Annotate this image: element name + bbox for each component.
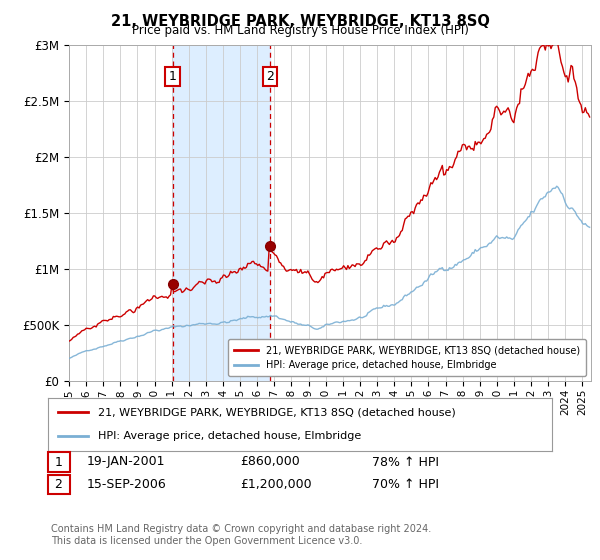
Text: 21, WEYBRIDGE PARK, WEYBRIDGE, KT13 8SQ: 21, WEYBRIDGE PARK, WEYBRIDGE, KT13 8SQ: [110, 14, 490, 29]
Text: Contains HM Land Registry data © Crown copyright and database right 2024.
This d: Contains HM Land Registry data © Crown c…: [51, 524, 431, 546]
Text: HPI: Average price, detached house, Elmbridge: HPI: Average price, detached house, Elmb…: [98, 431, 362, 441]
Text: £1,200,000: £1,200,000: [240, 478, 311, 491]
Text: 1: 1: [169, 69, 176, 83]
Text: Price paid vs. HM Land Registry's House Price Index (HPI): Price paid vs. HM Land Registry's House …: [131, 24, 469, 37]
Text: £860,000: £860,000: [240, 455, 300, 469]
Legend: 21, WEYBRIDGE PARK, WEYBRIDGE, KT13 8SQ (detached house), HPI: Average price, de: 21, WEYBRIDGE PARK, WEYBRIDGE, KT13 8SQ …: [228, 339, 586, 376]
Text: 2: 2: [51, 478, 67, 491]
Text: 70% ↑ HPI: 70% ↑ HPI: [372, 478, 439, 491]
Bar: [173, 45, 269, 381]
Text: 78% ↑ HPI: 78% ↑ HPI: [372, 455, 439, 469]
Text: 15-SEP-2006: 15-SEP-2006: [87, 478, 167, 491]
Text: 1: 1: [51, 455, 67, 469]
Text: 2: 2: [266, 69, 274, 83]
Text: 21, WEYBRIDGE PARK, WEYBRIDGE, KT13 8SQ (detached house): 21, WEYBRIDGE PARK, WEYBRIDGE, KT13 8SQ …: [98, 408, 456, 418]
Text: 19-JAN-2001: 19-JAN-2001: [87, 455, 166, 469]
